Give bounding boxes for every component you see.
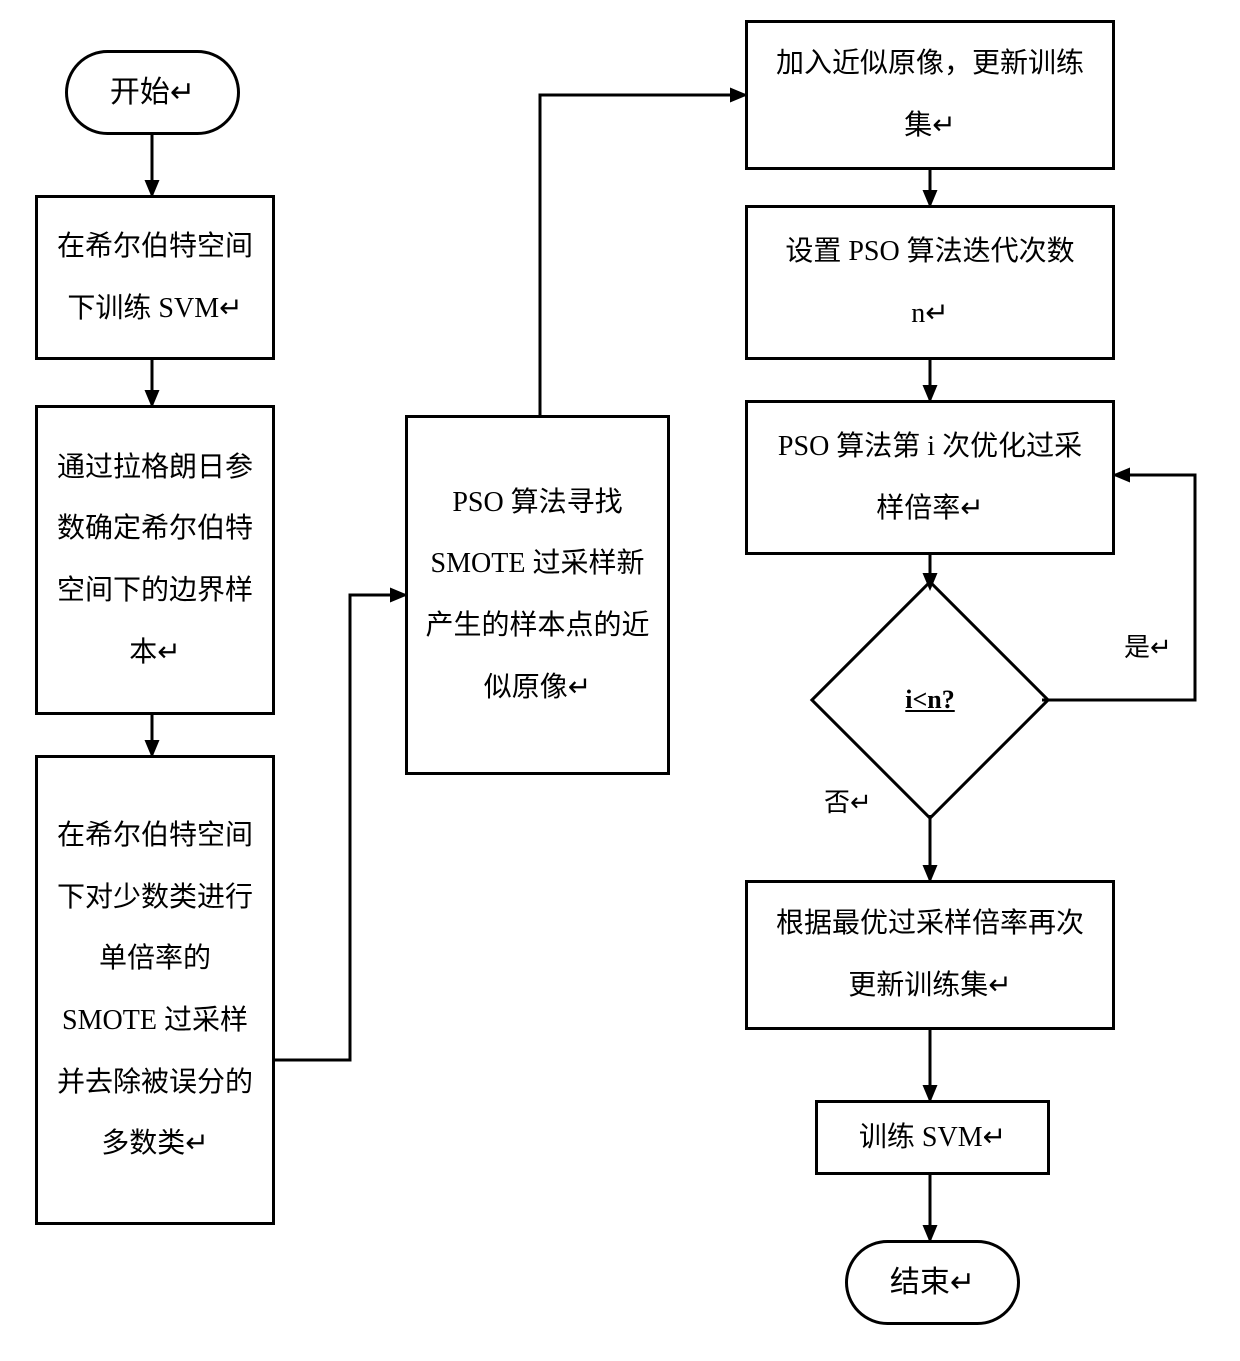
box-smote-oversample-label: 在希尔伯特空间下对少数类进行单倍率的 SMOTE 过采样并去除被误分的多数类↵ [54, 805, 256, 1175]
box-train-svm-hilbert: 在希尔伯特空间下训练 SVM↵ [35, 195, 275, 360]
edge-label-yes: 是↵ [1120, 625, 1176, 666]
start-label: 开始↵ [110, 60, 195, 126]
edge-label-no: 否↵ [820, 780, 876, 821]
box-update-training-set: 根据最优过采样倍率再次更新训练集↵ [745, 880, 1115, 1030]
start-terminal: 开始↵ [65, 50, 240, 135]
box-update-training-set-label: 根据最优过采样倍率再次更新训练集↵ [764, 893, 1096, 1016]
end-terminal: 结束↵ [845, 1240, 1020, 1325]
box-lagrange-boundary: 通过拉格朗日参数确定希尔伯特空间下的边界样本↵ [35, 405, 275, 715]
box-add-preimage: 加入近似原像，更新训练集↵ [745, 20, 1115, 170]
box-set-pso-n-label: 设置 PSO 算法迭代次数 n↵ [764, 221, 1096, 344]
box-smote-oversample: 在希尔伯特空间下对少数类进行单倍率的 SMOTE 过采样并去除被误分的多数类↵ [35, 755, 275, 1225]
box-lagrange-boundary-label: 通过拉格朗日参数确定希尔伯特空间下的边界样本↵ [54, 437, 256, 683]
box-train-svm-hilbert-label: 在希尔伯特空间下训练 SVM↵ [54, 216, 256, 339]
end-label: 结束↵ [890, 1250, 975, 1316]
box-pso-iteration-i: PSO 算法第 i 次优化过采样倍率↵ [745, 400, 1115, 555]
box-pso-preimage-label: PSO 算法寻找 SMOTE 过采样新产生的样本点的近似原像↵ [424, 472, 651, 718]
box-pso-preimage: PSO 算法寻找 SMOTE 过采样新产生的样本点的近似原像↵ [405, 415, 670, 775]
decision-i-lt-n: i<n? [845, 615, 1015, 785]
box-pso-iteration-i-label: PSO 算法第 i 次优化过采样倍率↵ [764, 416, 1096, 539]
box-set-pso-n: 设置 PSO 算法迭代次数 n↵ [745, 205, 1115, 360]
box-train-svm-final-label: 训练 SVM↵ [859, 1107, 1006, 1169]
box-train-svm-final: 训练 SVM↵ [815, 1100, 1050, 1175]
box-add-preimage-label: 加入近似原像，更新训练集↵ [764, 33, 1096, 156]
decision-label: i<n? [845, 615, 1015, 785]
